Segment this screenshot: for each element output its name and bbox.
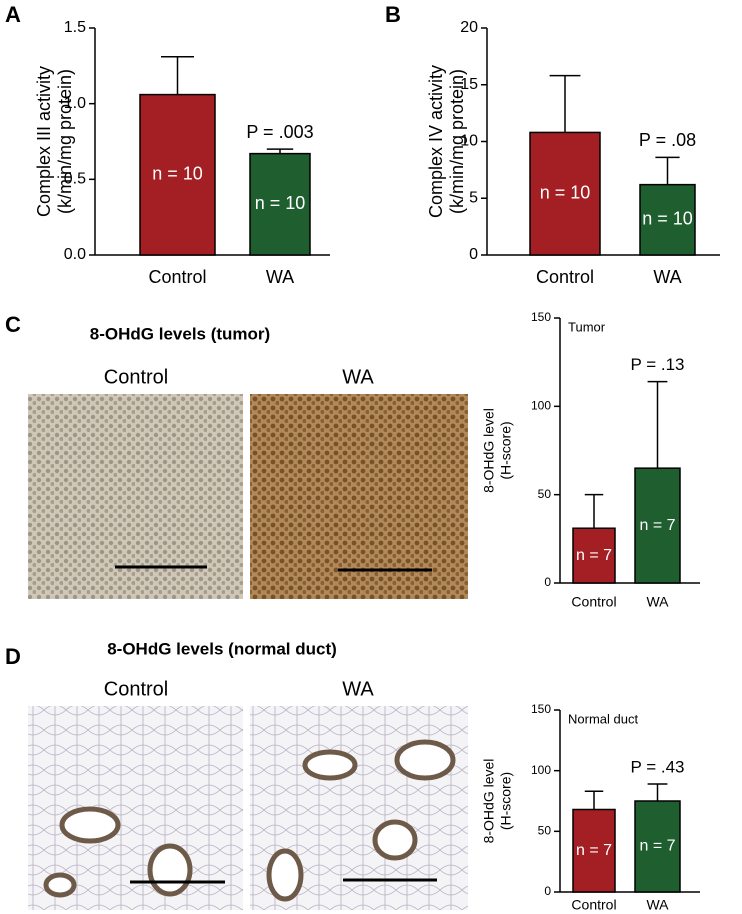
p-value: P = .43: [630, 757, 684, 776]
bar-label: n = 7: [576, 842, 612, 859]
y-tick-label: 0: [544, 884, 551, 898]
x-tick-label: WA: [646, 897, 669, 913]
image-label: Control: [104, 678, 168, 700]
y-tick-label: 5: [469, 189, 478, 206]
y-tick-label: 10: [460, 133, 478, 150]
panel-letter: C: [5, 312, 21, 337]
y-tick-label: 100: [531, 763, 551, 777]
bar: [634, 467, 681, 584]
image-heading: 8-OHdG levels (tumor): [90, 324, 270, 343]
y-tick-label: 0.5: [64, 171, 86, 188]
y-axis-label: (k/min/mg protein): [447, 69, 467, 214]
bar: [249, 152, 311, 256]
x-tick-label: Control: [148, 267, 206, 287]
bar-label: n = 10: [255, 193, 306, 213]
p-value: P = .13: [630, 355, 684, 374]
bar-label: n = 10: [152, 164, 203, 184]
y-tick-label: 15: [460, 76, 478, 93]
y-tick-label: 50: [538, 487, 552, 501]
x-tick-label: WA: [653, 267, 681, 287]
bar-label: n = 7: [639, 517, 675, 534]
p-value: P = .003: [246, 122, 313, 142]
bar-label: n = 7: [576, 547, 612, 564]
bar-label: n = 10: [540, 182, 591, 202]
bar: [572, 808, 616, 893]
y-axis-label: Complex IV activity: [426, 65, 446, 218]
panel-letter: A: [5, 2, 21, 27]
image-heading: 8-OHdG levels (normal duct): [107, 639, 337, 658]
y-tick-label: 1.0: [64, 95, 86, 112]
y-axis-label: Complex III activity: [34, 66, 54, 217]
x-tick-label: Control: [536, 267, 594, 287]
p-value: P = .08: [639, 130, 696, 150]
y-tick-label: 0.0: [64, 246, 86, 263]
x-tick-label: Control: [571, 897, 616, 913]
y-tick-label: 100: [531, 399, 551, 413]
y-tick-label: 150: [531, 310, 551, 324]
y-tick-label: 0: [544, 575, 551, 589]
bar-label: n = 7: [639, 838, 675, 855]
x-tick-label: WA: [646, 594, 669, 610]
image-label: Control: [104, 366, 168, 388]
y-tick-label: 150: [531, 702, 551, 716]
y-axis-label: (H-score): [498, 772, 514, 830]
x-tick-label: Control: [571, 594, 616, 610]
ducts: [43, 739, 456, 902]
micrograph: [28, 394, 243, 599]
y-axis-label: (H-score): [498, 421, 514, 479]
panel-letter: B: [385, 2, 401, 27]
inset-label: Tumor: [568, 319, 606, 334]
y-tick-label: 20: [460, 19, 478, 36]
image-label: WA: [342, 678, 374, 700]
bar: [634, 800, 681, 893]
bar-label: n = 10: [642, 209, 693, 229]
panel-letter: D: [5, 644, 21, 669]
bar: [639, 183, 696, 256]
y-axis-label: 8-OHdG level: [481, 408, 497, 493]
image-label: WA: [342, 366, 374, 388]
y-axis-label: (k/min/mg protein): [55, 69, 75, 214]
x-tick-label: WA: [266, 267, 294, 287]
y-tick-label: 50: [538, 824, 552, 838]
y-tick-label: 0: [469, 246, 478, 263]
micrograph: [250, 394, 468, 599]
inset-label: Normal duct: [568, 711, 638, 726]
y-tick-label: 1.5: [64, 19, 86, 36]
y-axis-label: 8-OHdG level: [481, 759, 497, 844]
bar: [139, 93, 216, 256]
